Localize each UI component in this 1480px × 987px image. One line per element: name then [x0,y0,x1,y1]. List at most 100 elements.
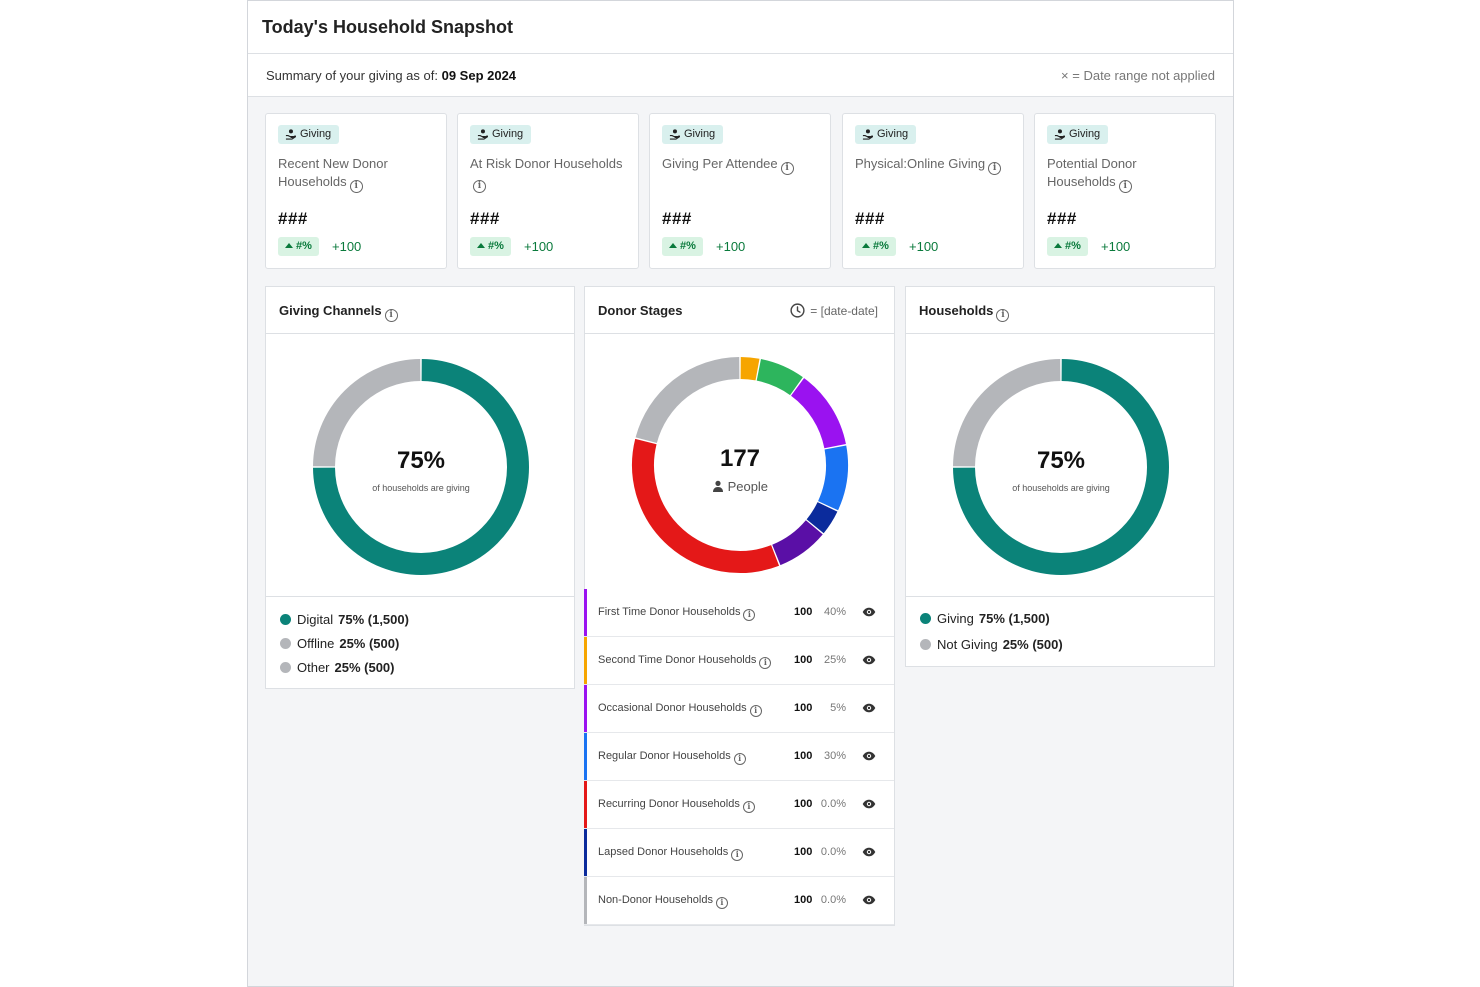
date-range-note: × = Date range not applied [1061,68,1215,83]
info-icon[interactable]: i [759,657,772,669]
stage-count: 100 [794,798,813,810]
stage-row[interactable]: Non-Donor Households i 100 0.0% [584,877,894,925]
donut-slice-non-donor[interactable] [635,357,740,444]
kpi-change-pct: #% [1065,240,1081,252]
stage-row[interactable]: Regular Donor Households i 100 30% [584,733,894,781]
legend-item-not-giving: Not Giving 25% (500) [920,637,1063,652]
legend: Digital 75% (1,500) Offline 25% (500) Othe… [266,596,574,689]
giving-tag: Giving [662,125,724,144]
tag-label: Giving [877,128,909,140]
legend-name: Giving [937,611,974,626]
eye-icon[interactable] [862,607,876,617]
eye-icon[interactable] [862,703,876,713]
stage-count: 100 [794,750,813,762]
kpi-card-potential-donor[interactable]: Giving Potential Donor Households i ### #% +1… [1034,113,1216,269]
stage-color-bar [584,829,587,876]
info-icon[interactable]: i [384,309,398,322]
stage-row[interactable]: Lapsed Donor Households i 100 0.0% [584,829,894,877]
legend-name: Digital [297,612,334,627]
kpi-change-pct: #% [488,240,504,252]
clock-icon [790,303,805,318]
center-value: 75% [1036,447,1086,474]
donut-slice-occasional-dark[interactable] [771,519,823,566]
stage-count: 100 [794,702,813,714]
info-icon[interactable]: i [780,162,794,175]
stage-row[interactable]: Second Time Donor Households i 100 25% [584,637,894,685]
info-icon[interactable]: i [988,162,1002,175]
arrow-up-icon [669,243,677,248]
giving-tag: Giving [1047,125,1109,144]
kpi-delta: +100 [524,239,554,254]
stage-row[interactable]: Occasional Donor Households i 100 5% [584,685,894,733]
arrow-up-icon [1054,243,1062,248]
stage-label: Non-Donor Households [598,894,713,906]
stage-color-bar [584,733,587,780]
info-icon[interactable]: i [743,609,756,621]
donor-stages-panel: Donor Stages = [date-date] 177 People [584,286,895,590]
info-icon[interactable]: i [731,849,744,861]
stage-color-bar [584,781,587,828]
legend-item-digital: Digital 75% (1,500) [280,612,409,627]
info-icon[interactable]: i [349,180,363,193]
legend-value: 25% (500) [334,660,395,675]
eye-icon[interactable] [862,847,876,857]
kpi-card-at-risk-donor[interactable]: Giving At Risk Donor Households i ### #% +100 [457,113,639,269]
panel-header: Donor Stages = [date-date] [585,287,894,334]
panel-header: Households i [906,287,1214,334]
center-value: 177 [719,445,761,472]
person-icon [712,480,723,492]
stage-row[interactable]: Recurring Donor Households i 100 0.0% [584,781,894,829]
donut-slice-first-time-green[interactable] [756,359,803,396]
kpi-change-badge: #% [662,237,703,256]
eye-icon[interactable] [862,655,876,665]
hand-coin-icon [477,129,488,140]
info-icon[interactable]: i [733,753,746,765]
donut-slice-recurring[interactable] [632,438,780,573]
stage-count: 100 [794,654,813,666]
donut-slice-second-time[interactable] [740,357,760,381]
info-icon[interactable]: i [473,180,486,193]
stage-percent: 0.0% [820,894,846,906]
stage-count: 100 [794,606,813,618]
legend-name: Other [297,660,330,675]
stage-percent: 25% [823,654,846,666]
eye-icon[interactable] [862,895,876,905]
center-caption: People [727,479,769,494]
kpi-card-recent-new-donor[interactable]: Giving Recent New Donor Households i ### #% +… [265,113,447,269]
donut-slice-occasional[interactable] [790,378,846,449]
kpi-card-physical-online-giving[interactable]: Giving Physical:Online Giving i ### #% +100 [842,113,1024,269]
donut-slice-digital[interactable] [313,359,529,575]
donut-slice-not-giving[interactable] [953,359,1061,467]
kpi-change-badge: #% [1047,237,1088,256]
info-icon[interactable]: i [715,897,728,909]
donut-slice-regular[interactable] [817,445,848,511]
giving-channels-donut [313,359,529,575]
donut-slice-giving[interactable] [953,359,1169,575]
eye-icon[interactable] [862,751,876,761]
header: Today's Household Snapshot [248,1,1233,54]
kpi-delta: +100 [1101,239,1131,254]
tag-label: Giving [684,128,716,140]
info-icon[interactable]: i [742,801,755,813]
hand-coin-icon [669,129,680,140]
info-icon[interactable]: i [749,705,762,717]
stage-percent: 0.0% [820,798,846,810]
eye-icon[interactable] [862,799,876,809]
giving-channels-panel: Giving Channels i 75% of households are g… [265,286,575,689]
info-icon[interactable]: i [1118,180,1132,193]
stage-row[interactable]: First Time Donor Households i 100 40% [584,589,894,637]
kpi-change-pct: #% [296,240,312,252]
donut-slice-lapsed[interactable] [806,501,838,534]
info-icon[interactable]: i [996,309,1010,322]
households-donut [953,359,1169,575]
donut-slice-offline[interactable] [313,359,421,467]
kpi-card-giving-per-attendee[interactable]: Giving Giving Per Attendee i ### #% +100 [649,113,831,269]
legend-value: 75% (1,500) [978,611,1050,626]
kpi-value: ### [278,209,308,228]
kpi-change-pct: #% [873,240,889,252]
kpi-value: ### [1047,209,1077,228]
stage-percent: 30% [823,750,846,762]
legend-value: 75% (1,500) [338,612,409,627]
legend-dot [280,638,291,649]
stage-label: Lapsed Donor Households [598,846,729,858]
